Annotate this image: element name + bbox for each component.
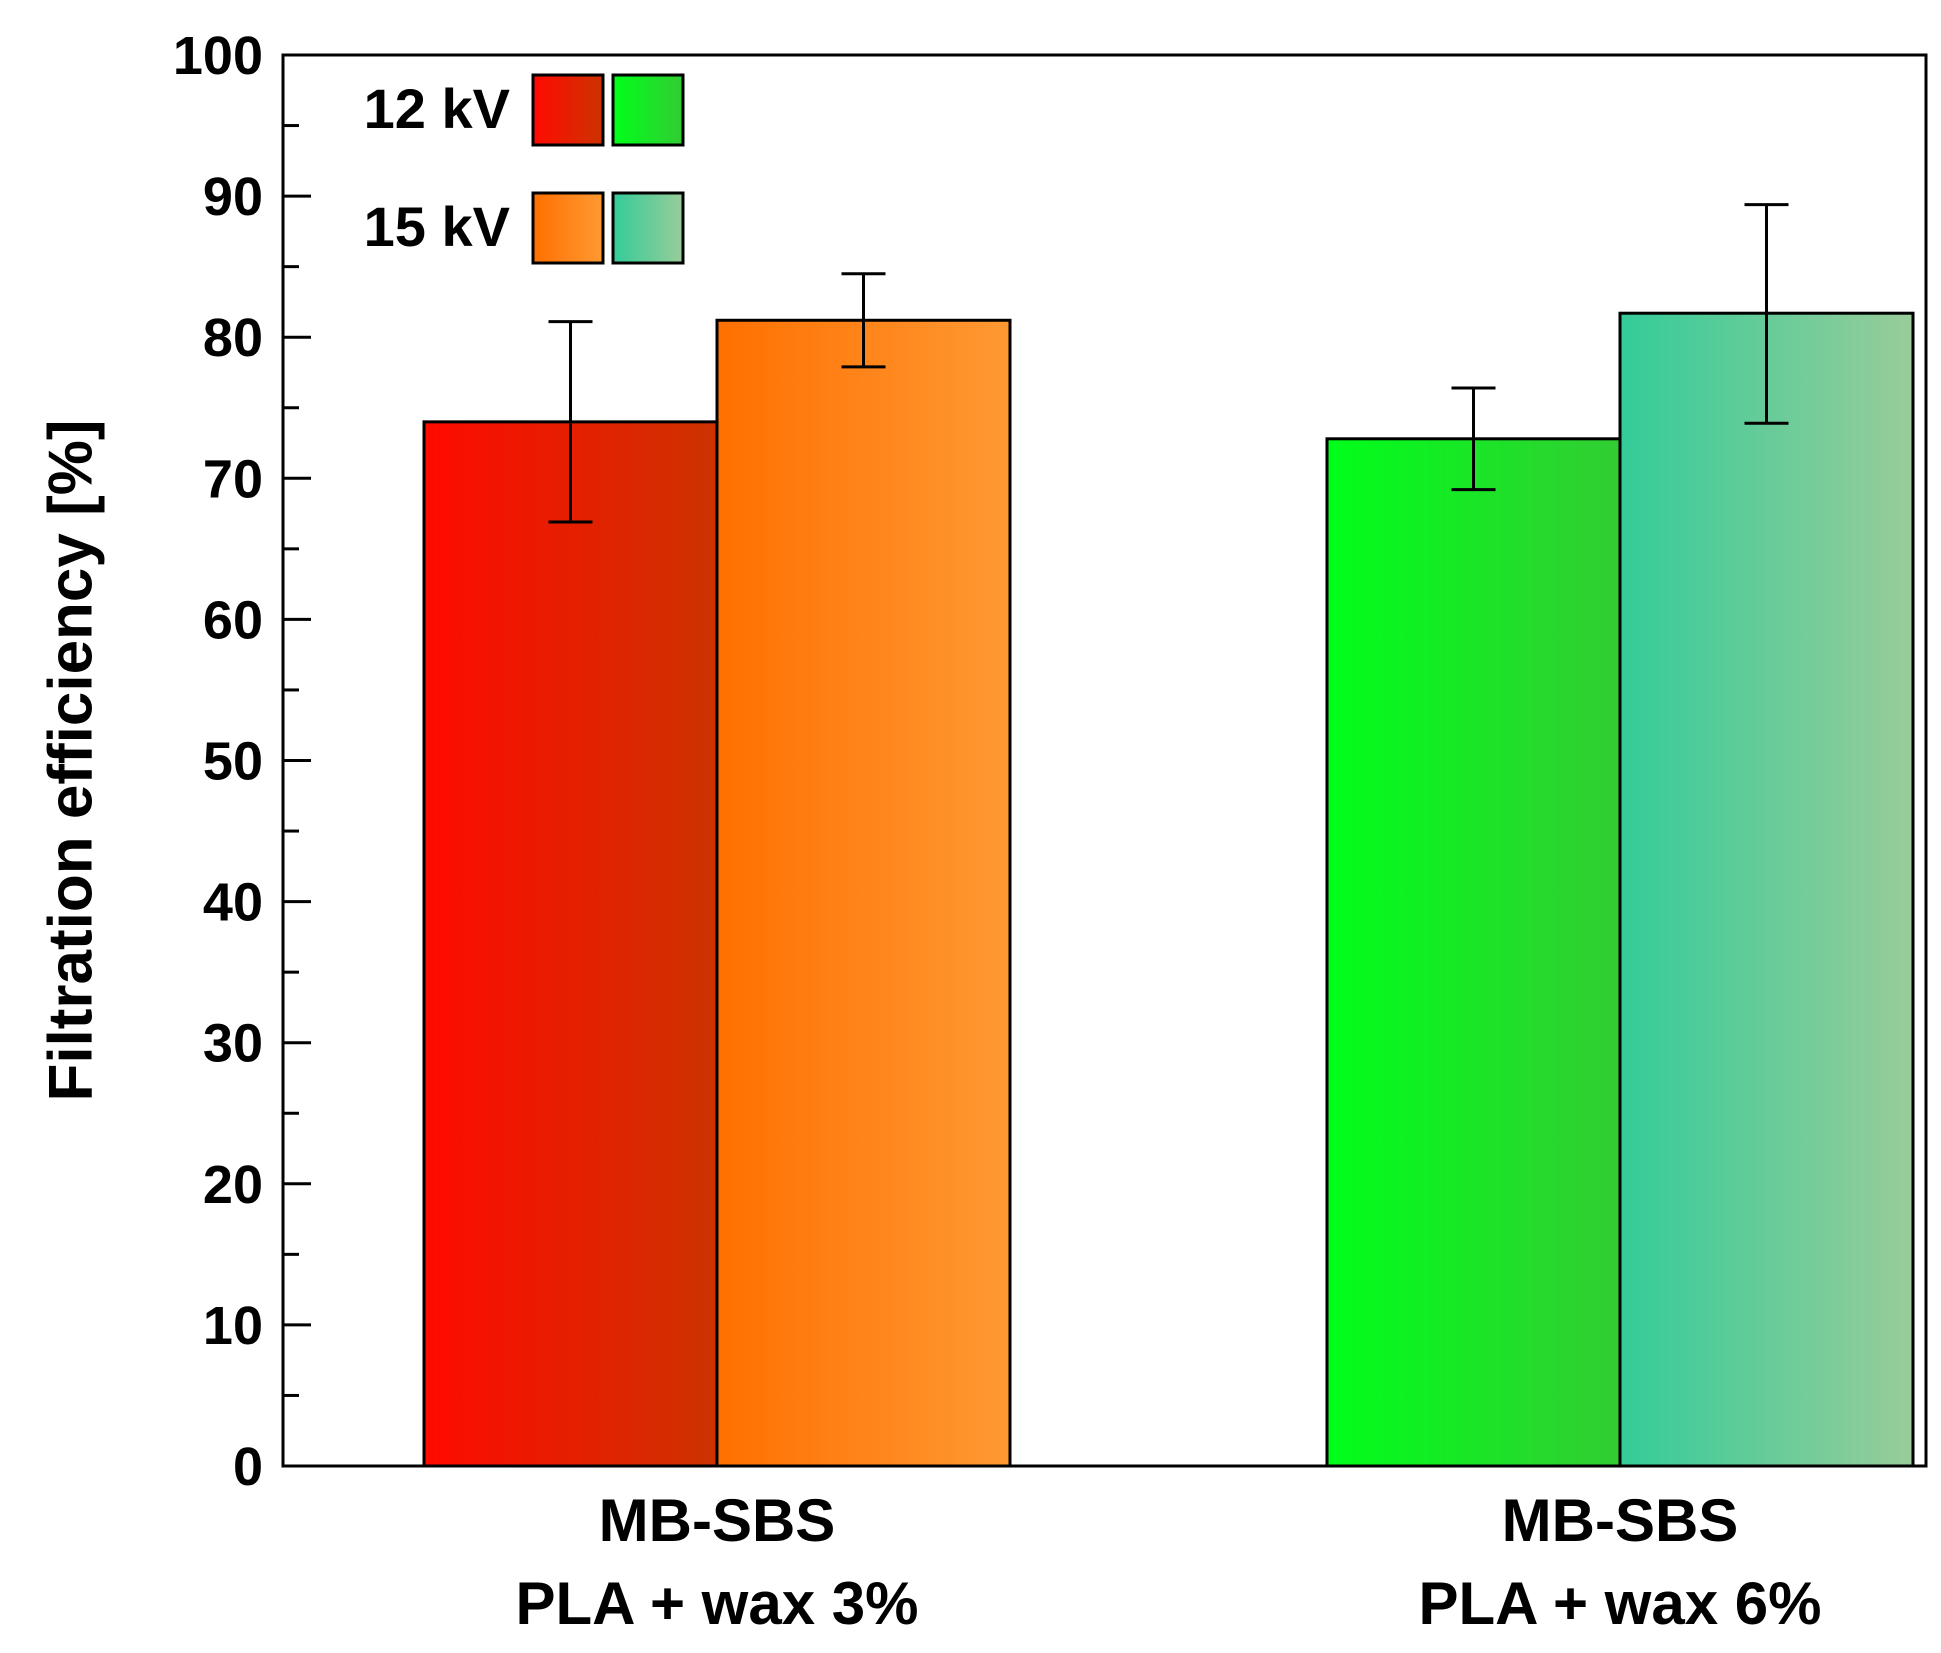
y-tick-label: 90 [203, 167, 263, 227]
error-bar [1451, 386, 1496, 492]
category-label-line1: MB-SBS [599, 1487, 836, 1554]
bar-12kv-cat1 [422, 420, 719, 1468]
bar-12kv-cat2 [1325, 437, 1622, 1468]
y-tick-label: 40 [203, 873, 263, 933]
y-axis-tick-labels: 0 10 20 30 40 50 60 70 80 90 100 [173, 26, 263, 1497]
category-label-line2: PLA + wax 6% [1419, 1570, 1822, 1637]
y-tick-label: 70 [203, 449, 263, 509]
category-label-line1: MB-SBS [1502, 1487, 1739, 1554]
legend-entry: 15 kV [364, 191, 685, 265]
bars-layer [422, 311, 1915, 1468]
x-category-labels: MB-SBS PLA + wax 3% MB-SBS PLA + wax 6% [516, 1487, 1822, 1637]
error-bar [1744, 203, 1789, 425]
error-bar [548, 320, 593, 524]
y-tick-label: 10 [203, 1296, 263, 1356]
legend-label: 15 kV [364, 195, 510, 258]
y-tick-label: 20 [203, 1155, 263, 1215]
legend-swatch [531, 191, 605, 265]
legend-swatch [531, 73, 605, 147]
error-bars-layer [548, 203, 1789, 524]
y-tick-label: 80 [203, 308, 263, 368]
legend-label: 12 kV [364, 77, 510, 140]
y-tick-label: 0 [233, 1437, 263, 1497]
legend-entry: 12 kV [364, 73, 685, 147]
y-tick-label: 50 [203, 732, 263, 792]
y-tick-label: 30 [203, 1014, 263, 1074]
y-tick-label: 100 [173, 26, 263, 86]
category-label-line2: PLA + wax 3% [516, 1570, 919, 1637]
bar-15kv-cat2 [1618, 311, 1915, 1468]
bar-15kv-cat1 [715, 318, 1012, 1468]
y-tick-label: 60 [203, 590, 263, 650]
error-bar [841, 272, 886, 369]
legend-swatch [611, 191, 685, 265]
y-axis-title: Filtration efficiency [%] [36, 419, 105, 1101]
legend-swatch [611, 73, 685, 147]
legend: 12 kV 15 kV [364, 73, 685, 265]
y-axis-ticks [283, 53, 311, 1468]
